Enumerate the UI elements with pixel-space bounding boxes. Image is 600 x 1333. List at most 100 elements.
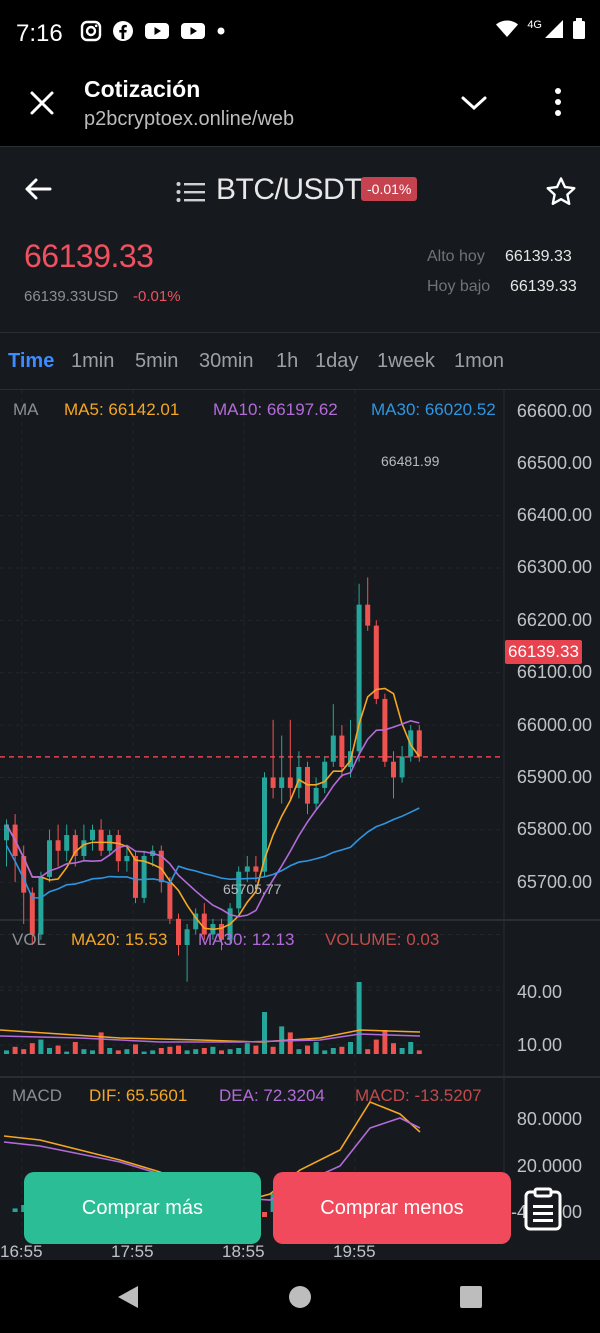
time-axis-label: 17:55	[111, 1242, 154, 1260]
volume-bar	[399, 1048, 405, 1054]
volume-bar	[21, 1049, 27, 1054]
high-label: Alto hoy	[427, 248, 485, 265]
current-price-tag: 66139.33	[505, 640, 582, 664]
volume-bar	[98, 1032, 104, 1054]
candle-body	[416, 730, 422, 757]
back-arrow-icon[interactable]	[24, 177, 52, 201]
candle-body	[339, 735, 345, 767]
volume-bar	[72, 1042, 78, 1054]
candle-body	[365, 604, 371, 626]
macd-axis-label: 80.0000	[516, 1109, 582, 1129]
network-type: 4G	[527, 19, 542, 31]
volume-bar	[81, 1049, 87, 1054]
volume-bar	[244, 1043, 250, 1054]
candle-body	[201, 913, 207, 935]
star-icon[interactable]	[545, 176, 577, 206]
volume-bar	[184, 1050, 190, 1054]
macd-dif-value: DIF: 65.5601	[89, 1086, 188, 1105]
time-axis-label: 18:55	[222, 1242, 265, 1260]
chevron-down-icon[interactable]	[460, 94, 488, 112]
volume-bar	[330, 1048, 336, 1054]
vol-ma30-value: MA30: 12.13	[198, 930, 295, 949]
status-bar: 7:16 4G	[0, 0, 600, 66]
status-time: 7:16	[16, 20, 63, 47]
vol-axis-label: 40.00	[516, 982, 562, 1002]
volume-bar	[322, 1050, 328, 1054]
candle-body	[158, 850, 164, 883]
buy-less-button[interactable]: Comprar menos	[273, 1172, 511, 1244]
high-value: 66139.33	[505, 248, 572, 265]
price-axis-label: 66000.00	[516, 715, 592, 735]
price-axis-label: 66400.00	[516, 505, 592, 525]
low-value: 66139.33	[510, 278, 577, 295]
volume-bar	[305, 1045, 310, 1054]
signal-icon	[545, 20, 563, 38]
candle-body	[4, 824, 9, 841]
volume-bar	[150, 1050, 156, 1054]
indicator-lines	[5, 687, 420, 931]
browser-toolbar: Cotización p2bcryptoex.online/web	[0, 66, 600, 146]
candlesticks	[4, 577, 422, 982]
volume-value: VOLUME: 0.03	[325, 930, 440, 949]
tab-1h[interactable]: 1h	[276, 350, 299, 372]
volume-bar	[373, 1039, 379, 1054]
volume-bars	[0, 982, 422, 1054]
candle-body	[244, 866, 250, 872]
tab-5min[interactable]: 5min	[135, 350, 179, 372]
volume-bar	[416, 1050, 422, 1054]
tab-time[interactable]: Time	[8, 350, 55, 372]
low-label: Hoy bajo	[427, 278, 491, 295]
candle-body	[141, 855, 147, 898]
volume-bar	[408, 1042, 414, 1054]
tab-1min[interactable]: 1min	[71, 350, 115, 372]
volume-bar	[55, 1045, 61, 1054]
candle-body	[72, 835, 78, 856]
volume-bar	[167, 1046, 173, 1054]
time-axis-label: 16:55	[0, 1242, 43, 1260]
battery-icon	[573, 18, 585, 39]
volume-bar	[124, 1049, 130, 1054]
volume-bar	[141, 1051, 147, 1054]
candle-body	[176, 918, 181, 945]
ma5-line	[5, 687, 420, 931]
candle-body	[21, 855, 27, 893]
volume-bar	[133, 1044, 138, 1054]
home-nav-icon[interactable]	[288, 1285, 312, 1309]
candle-body	[64, 835, 70, 851]
volume-bar	[262, 1012, 267, 1054]
tab-1week[interactable]: 1week	[377, 350, 435, 372]
list-icon[interactable]	[176, 181, 206, 203]
vol-axis-label: 10.00	[516, 1035, 562, 1055]
pair-title[interactable]: BTC/USDT	[216, 173, 363, 206]
candle-body	[270, 777, 276, 788]
chart-grid	[0, 390, 600, 1240]
tab-1mon[interactable]: 1mon	[454, 350, 505, 372]
orders-clipboard-icon[interactable]	[521, 1187, 565, 1231]
interval-tabs: Time 1min 5min 30min 1h 1day 1week 1mon	[0, 332, 600, 390]
vol-label: VOL	[12, 930, 47, 949]
kline-chart[interactable]	[0, 390, 600, 1260]
price-axis-label: 65800.00	[516, 819, 592, 839]
tab-30min[interactable]: 30min	[199, 350, 254, 372]
candle-body	[29, 892, 35, 935]
close-icon[interactable]	[29, 90, 55, 116]
more-vert-icon[interactable]	[550, 86, 566, 118]
tab-1day[interactable]: 1day	[315, 350, 359, 372]
buy-more-button[interactable]: Comprar más	[24, 1172, 261, 1244]
volume-bar	[193, 1049, 199, 1054]
volume-bar	[287, 1032, 293, 1054]
ma10-line	[5, 720, 420, 918]
price-axis-label: 65900.00	[516, 767, 592, 787]
candle-body	[313, 787, 319, 804]
candle-body	[55, 840, 61, 851]
macd-bar	[21, 1204, 27, 1212]
price-axis-label: 66300.00	[516, 557, 592, 577]
price-axis-label: 66600.00	[516, 401, 592, 421]
vol-ma30-line	[0, 1033, 421, 1043]
back-nav-icon[interactable]	[116, 1284, 140, 1310]
notification-icons	[80, 20, 226, 42]
price-axis-label: 66100.00	[516, 662, 592, 682]
min-price-marker: 65705.77	[223, 881, 282, 897]
recents-nav-icon[interactable]	[459, 1285, 483, 1309]
price-change: -0.01%	[133, 288, 181, 305]
